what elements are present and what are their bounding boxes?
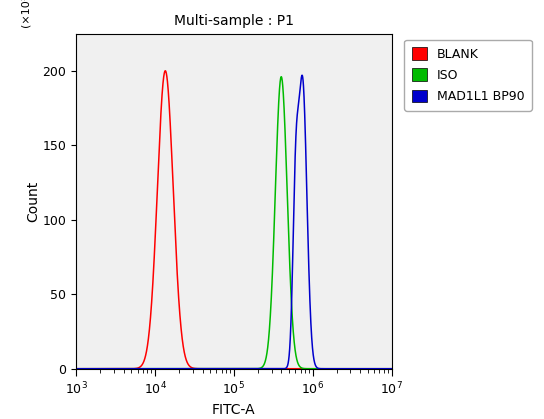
BLANK: [324, 366, 330, 371]
ISO: [187, 366, 194, 371]
Text: (×10¹): (×10¹): [21, 0, 30, 27]
X-axis label: FITC-A: FITC-A: [212, 403, 256, 416]
MAD1L1 BP90: [388, 366, 395, 371]
MAD1L1 BP90: [273, 366, 280, 371]
BLANK: [187, 365, 194, 370]
BLANK: [162, 68, 169, 73]
ISO: [73, 366, 79, 371]
ISO: [307, 366, 313, 371]
ISO: [278, 74, 285, 79]
Y-axis label: Count: Count: [26, 181, 40, 222]
Legend: BLANK, ISO, MAD1L1 BP90: BLANK, ISO, MAD1L1 BP90: [404, 40, 532, 111]
Line: ISO: ISO: [76, 77, 392, 369]
ISO: [259, 364, 266, 369]
MAD1L1 BP90: [89, 366, 95, 371]
MAD1L1 BP90: [307, 303, 313, 308]
MAD1L1 BP90: [73, 366, 79, 371]
ISO: [273, 151, 280, 156]
Title: Multi-sample : P1: Multi-sample : P1: [174, 14, 294, 28]
ISO: [324, 366, 330, 371]
MAD1L1 BP90: [259, 366, 266, 371]
BLANK: [274, 366, 280, 371]
BLANK: [89, 366, 95, 371]
Line: BLANK: BLANK: [76, 71, 392, 369]
MAD1L1 BP90: [324, 366, 330, 371]
ISO: [89, 366, 95, 371]
ISO: [388, 366, 395, 371]
BLANK: [388, 366, 395, 371]
BLANK: [259, 366, 266, 371]
MAD1L1 BP90: [187, 366, 194, 371]
Line: MAD1L1 BP90: MAD1L1 BP90: [76, 75, 392, 369]
BLANK: [73, 366, 79, 371]
MAD1L1 BP90: [299, 73, 305, 78]
BLANK: [307, 366, 313, 371]
